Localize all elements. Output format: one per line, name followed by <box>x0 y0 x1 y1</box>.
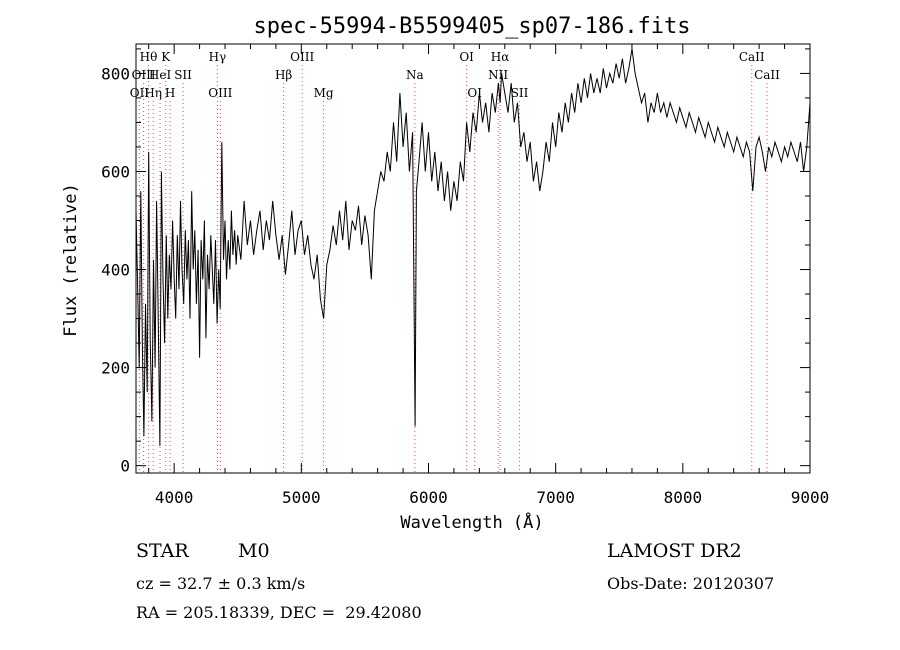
ra-dec-coordinates: RA = 205.18339, DEC = 29.42080 <box>136 603 422 622</box>
y-axis-label: Flux (relative) <box>61 183 81 337</box>
spectrum-series-line <box>135 48 811 447</box>
y-tick-label: 0 <box>120 457 130 476</box>
y-tick-label: 800 <box>101 64 130 83</box>
line-marker-lines <box>138 65 768 473</box>
survey-label: LAMOST DR2 <box>607 540 742 562</box>
line-marker-label: Mg <box>314 86 334 100</box>
line-marker-label: Hη <box>144 86 162 100</box>
line-marker-label: Hθ <box>140 50 158 64</box>
line-marker-label: Hα <box>491 50 510 64</box>
line-marker-label: SII <box>174 68 192 82</box>
line-marker-label: OI <box>467 86 482 100</box>
object-class: STAR <box>136 540 189 562</box>
x-tick-label: 5000 <box>282 488 321 507</box>
line-marker-label: OIII <box>290 50 314 64</box>
x-axis-ticks: 4000 5000 6000 7000 8000 9000 <box>148 44 830 507</box>
line-marker-label: Hβ <box>275 68 292 82</box>
line-marker-label: NII <box>488 68 508 82</box>
y-axis-ticks: 0 200 400 600 800 <box>101 48 810 476</box>
x-tick-label: 4000 <box>155 488 194 507</box>
x-tick-label: 6000 <box>409 488 448 507</box>
line-marker-label: K <box>161 50 171 64</box>
x-tick-label: 7000 <box>536 488 575 507</box>
redshift-cz: cz = 32.7 ± 0.3 km/s <box>136 574 306 593</box>
line-marker-label: H <box>165 86 175 100</box>
observation-date: Obs-Date: 20120307 <box>607 574 775 593</box>
line-marker-label: OIII <box>208 86 232 100</box>
chart-title: spec-55994-B5599405_sp07-186.fits <box>253 14 690 39</box>
x-tick-label: 9000 <box>791 488 830 507</box>
line-marker-label: OII <box>130 86 150 100</box>
line-marker-label: HeI <box>149 68 172 82</box>
line-marker-label: SII <box>511 86 529 100</box>
line-marker-label: CaII <box>739 50 765 64</box>
line-marker-label: CaII <box>754 68 780 82</box>
x-axis-label: Wavelength (Å) <box>400 511 543 533</box>
y-tick-label: 400 <box>101 261 130 280</box>
object-subclass: M0 <box>238 540 270 562</box>
line-marker-label: Na <box>406 68 424 82</box>
line-marker-label: Hγ <box>209 50 227 64</box>
plot-frame <box>135 43 811 474</box>
line-marker-label: OIII <box>132 68 156 82</box>
y-tick-label: 600 <box>101 162 130 181</box>
x-tick-label: 8000 <box>664 488 703 507</box>
line-marker-label: OI <box>459 50 474 64</box>
y-tick-label: 200 <box>101 359 130 378</box>
